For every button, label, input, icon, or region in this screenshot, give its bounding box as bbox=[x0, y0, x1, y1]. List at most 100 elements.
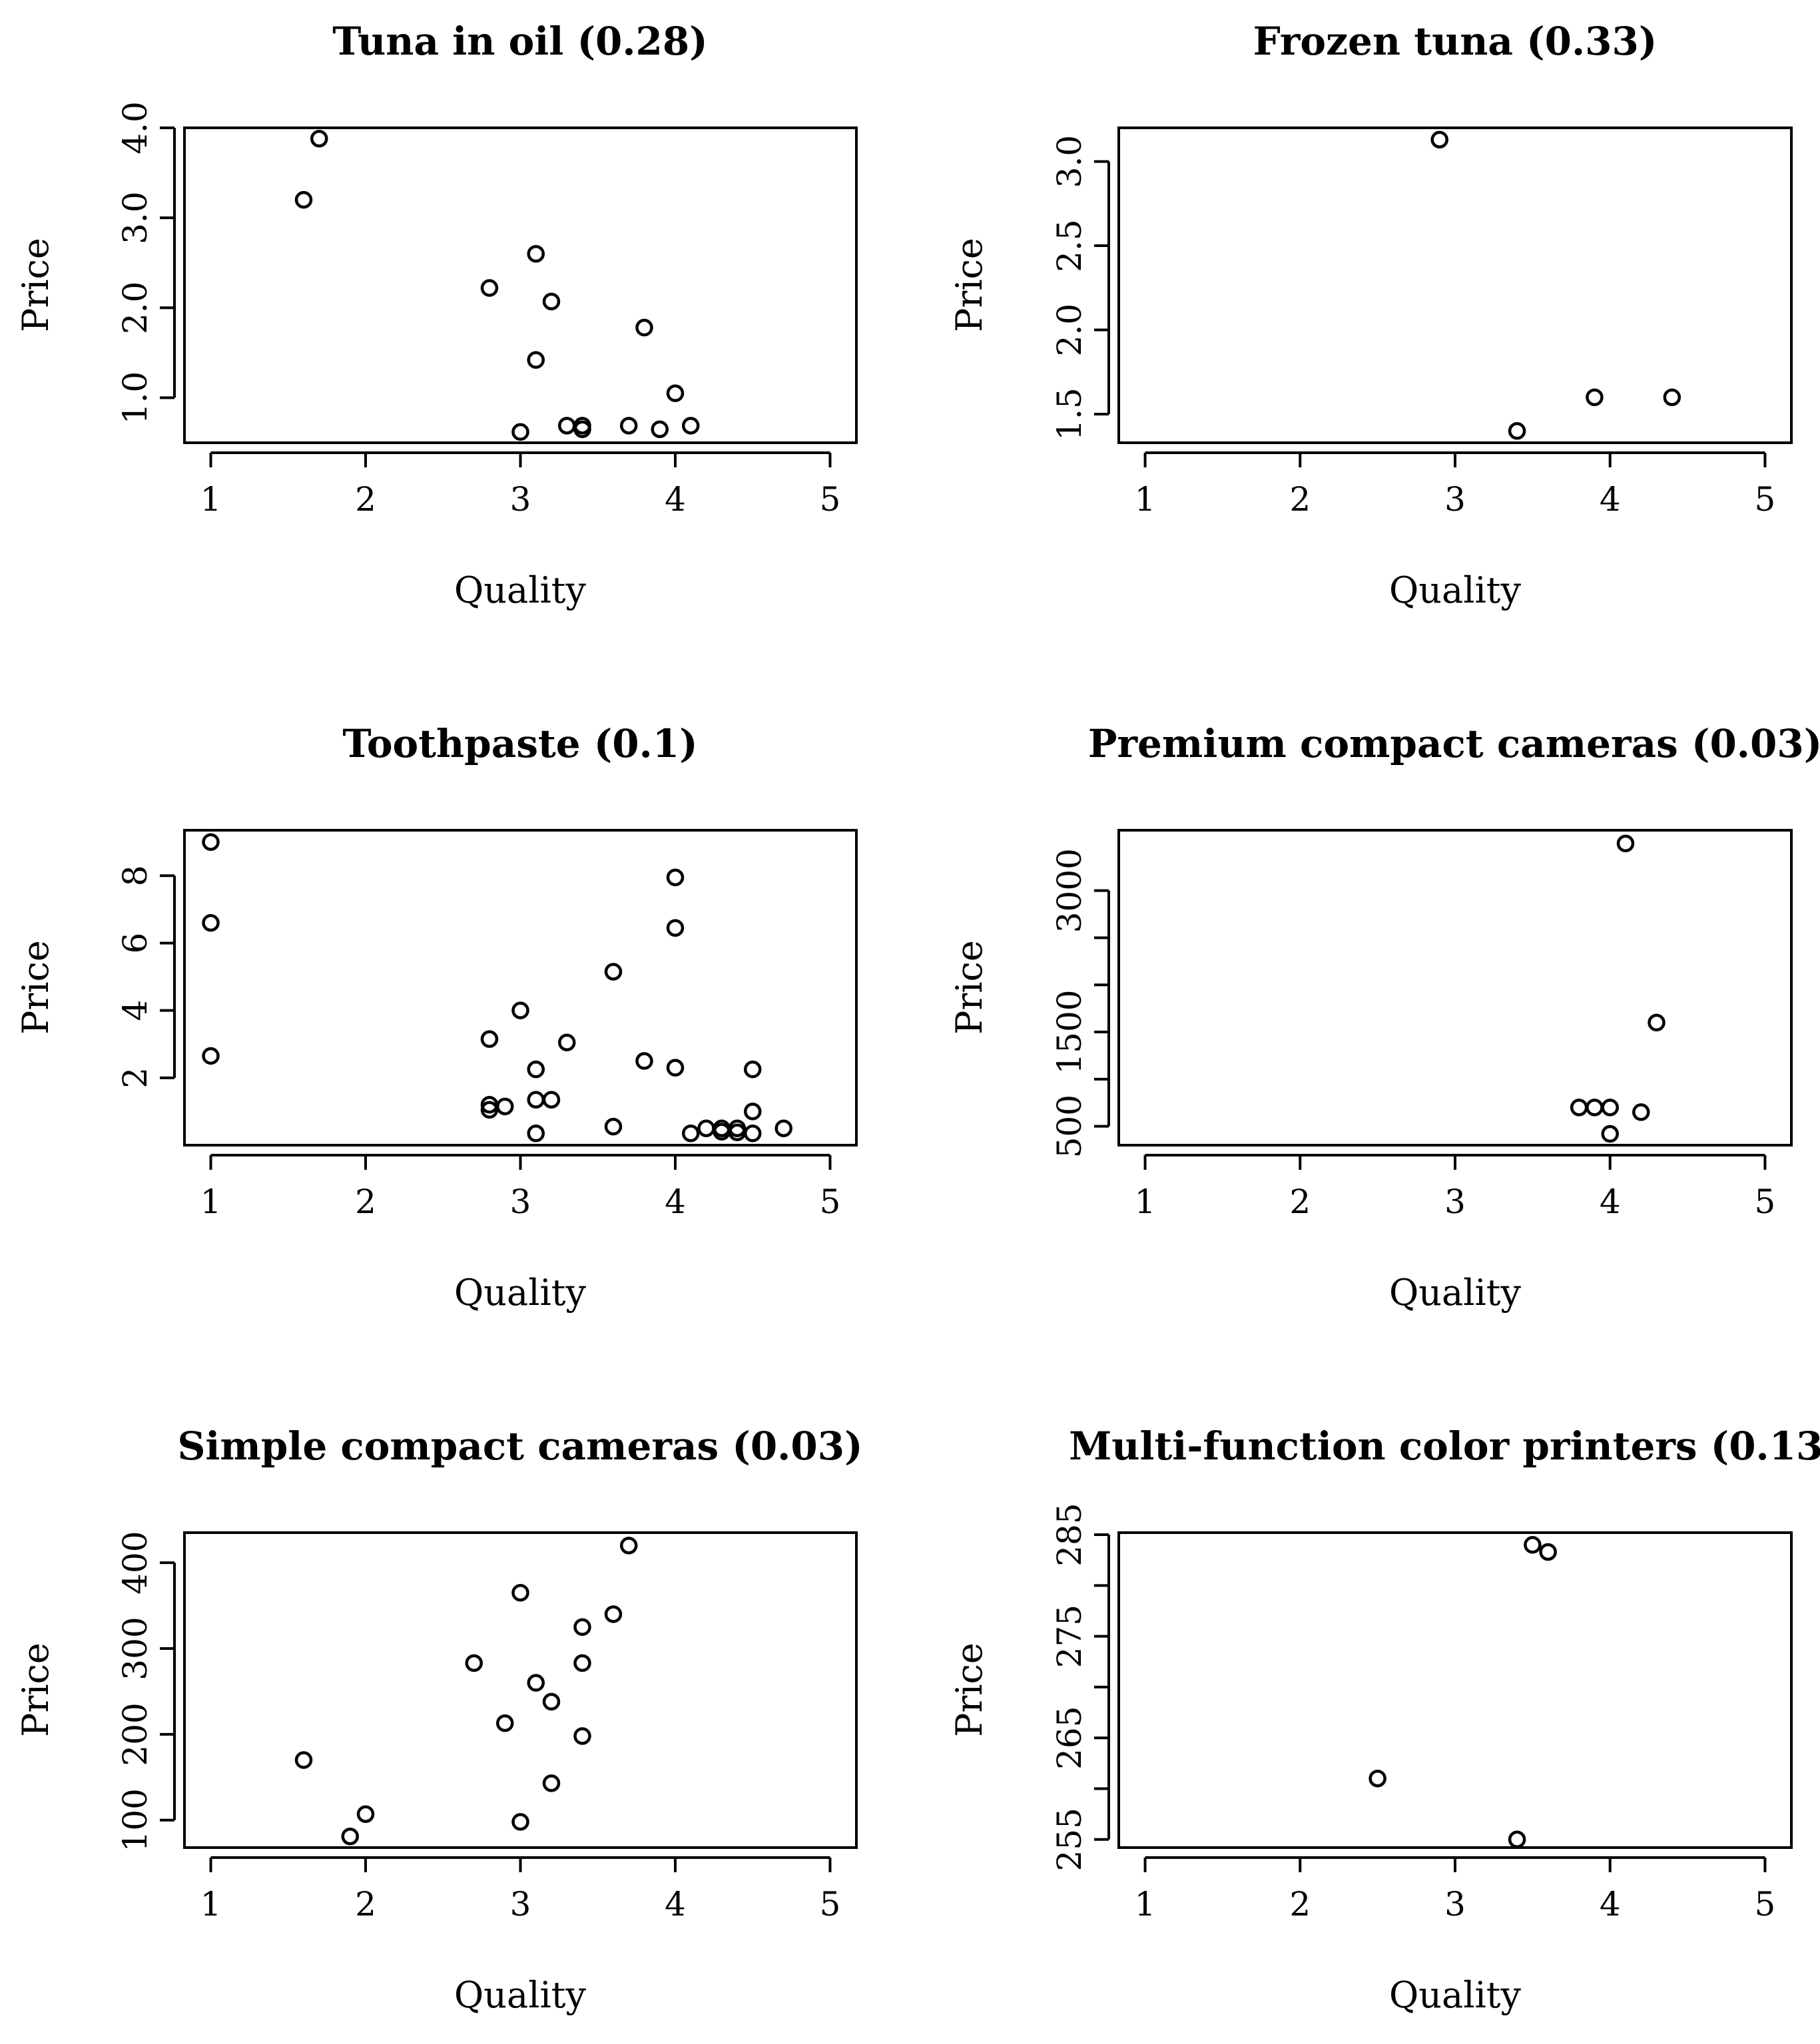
x-tick-label: 4 bbox=[1600, 1885, 1621, 1923]
data-point bbox=[542, 1774, 561, 1792]
data-point bbox=[202, 913, 220, 932]
y-axis-label: Price bbox=[15, 1643, 57, 1737]
data-point bbox=[666, 868, 685, 887]
x-tick-label: 3 bbox=[1444, 480, 1466, 519]
x-tick-label: 3 bbox=[510, 480, 531, 519]
y-tick-label: 275 bbox=[1050, 1605, 1089, 1668]
data-point bbox=[619, 417, 638, 435]
data-point bbox=[666, 384, 685, 402]
x-tick-label: 2 bbox=[1289, 1182, 1311, 1221]
data-point bbox=[1508, 1830, 1526, 1849]
chart-title: Toothpaste (0.1) bbox=[342, 721, 697, 766]
panel-premium-compact-cameras: Premium compact cameras (0.03) Price Qua… bbox=[948, 721, 1820, 1314]
x-tick-label: 5 bbox=[1755, 1182, 1776, 1221]
plot-frame bbox=[1117, 1531, 1793, 1849]
data-point bbox=[511, 423, 529, 441]
y-tick-label: 400 bbox=[116, 1531, 154, 1594]
data-point bbox=[573, 420, 591, 438]
x-tick-label: 3 bbox=[1444, 1182, 1466, 1221]
data-point bbox=[1663, 388, 1681, 406]
x-tick-label: 3 bbox=[510, 1885, 531, 1923]
x-tick-label: 2 bbox=[355, 1885, 376, 1923]
x-tick-label: 1 bbox=[1135, 1885, 1156, 1923]
data-point bbox=[681, 417, 700, 435]
y-tick-label: 3.0 bbox=[116, 191, 154, 244]
y-tick-label: 255 bbox=[1050, 1808, 1089, 1871]
data-marks: 1 2 3 4 5 100 200 300 400 bbox=[116, 1531, 840, 1923]
data-point bbox=[527, 351, 545, 369]
panel-simple-compact-cameras: Simple compact cameras (0.03) Price Qual… bbox=[15, 1423, 863, 2016]
x-tick-label: 1 bbox=[200, 1885, 222, 1923]
panel-multi-function-color-printers: Multi-function color printers (0.13) Pri… bbox=[948, 1423, 1820, 2016]
y-tick-label: 6 bbox=[116, 933, 154, 954]
data-point bbox=[542, 1091, 561, 1109]
x-tick-label: 4 bbox=[665, 1885, 686, 1923]
data-point bbox=[557, 1033, 576, 1051]
panel-tuna-in-oil: Tuna in oil (0.28) Price Quality 1 2 3 4 5 1.… bbox=[15, 19, 858, 611]
x-tick-label: 4 bbox=[665, 1182, 686, 1221]
x-axis-label: Quality bbox=[454, 1272, 586, 1314]
data-point bbox=[202, 1047, 220, 1065]
data-point bbox=[1601, 1099, 1619, 1117]
x-axis-label: Quality bbox=[454, 1974, 586, 2016]
x-tick-label: 2 bbox=[1289, 480, 1311, 519]
data-point bbox=[573, 1727, 591, 1745]
data-point bbox=[1616, 834, 1635, 853]
x-axis-label: Quality bbox=[454, 569, 586, 611]
chart-title: Tuna in oil (0.28) bbox=[332, 19, 707, 64]
y-tick-label: 2.0 bbox=[1050, 304, 1089, 357]
data-point bbox=[496, 1097, 514, 1116]
data-point bbox=[511, 1813, 529, 1831]
x-tick-label: 5 bbox=[820, 1182, 841, 1221]
data-point bbox=[604, 963, 623, 981]
data-point bbox=[604, 1605, 623, 1623]
plot-frame bbox=[1117, 127, 1793, 444]
chart-title: Frozen tuna (0.33) bbox=[1253, 19, 1658, 64]
data-point bbox=[557, 417, 576, 435]
x-tick-label: 5 bbox=[1755, 1885, 1776, 1923]
data-point bbox=[542, 292, 561, 311]
data-point bbox=[573, 1618, 591, 1637]
data-point bbox=[743, 1125, 762, 1143]
data-point bbox=[604, 1117, 623, 1136]
data-point bbox=[635, 1052, 653, 1070]
y-tick-label: 4.0 bbox=[116, 101, 154, 154]
data-point bbox=[1601, 1125, 1619, 1143]
x-tick-label: 2 bbox=[355, 1182, 376, 1221]
data-point bbox=[1524, 1536, 1542, 1554]
x-tick-label: 1 bbox=[1135, 1182, 1156, 1221]
y-tick-label: 285 bbox=[1050, 1503, 1089, 1566]
plot-frame bbox=[183, 1531, 858, 1849]
data-point bbox=[202, 833, 220, 851]
y-axis-label: Price bbox=[948, 940, 990, 1035]
y-tick-label: 2.0 bbox=[116, 282, 154, 335]
data-point bbox=[697, 1119, 715, 1137]
x-tick-label: 2 bbox=[1289, 1885, 1311, 1923]
y-tick-label: 500 bbox=[1050, 1095, 1089, 1158]
data-marks: 1 2 3 4 5 1.5 2.0 2.5 3.0 bbox=[1050, 130, 1776, 519]
x-tick-label: 5 bbox=[1755, 480, 1776, 519]
y-tick-label: 1500 bbox=[1050, 989, 1089, 1074]
data-marks: 1 2 3 4 5 255 265 275 285 bbox=[1050, 1503, 1775, 1923]
x-axis-label: Quality bbox=[1389, 1974, 1521, 2016]
data-point bbox=[511, 1001, 529, 1019]
data-point bbox=[573, 1654, 591, 1672]
data-point bbox=[619, 1537, 638, 1555]
x-tick-label: 4 bbox=[665, 480, 686, 519]
x-axis-label: Quality bbox=[1389, 569, 1521, 611]
data-point bbox=[480, 1101, 499, 1119]
plot-frame bbox=[183, 127, 858, 444]
data-point bbox=[480, 279, 499, 297]
data-point bbox=[743, 1060, 762, 1079]
y-tick-label: 4 bbox=[116, 1000, 154, 1021]
data-point bbox=[480, 1030, 499, 1048]
x-tick-label: 5 bbox=[820, 480, 841, 519]
data-marks: 1 2 3 4 5 500 1500 3000 bbox=[1050, 834, 1776, 1221]
data-point bbox=[666, 1059, 685, 1077]
data-marks: 1 2 3 4 5 2 4 6 8 bbox=[116, 833, 841, 1221]
x-tick-label: 2 bbox=[355, 480, 376, 519]
x-tick-label: 3 bbox=[510, 1182, 531, 1221]
plot-frame bbox=[183, 829, 858, 1147]
data-point bbox=[681, 1125, 700, 1143]
